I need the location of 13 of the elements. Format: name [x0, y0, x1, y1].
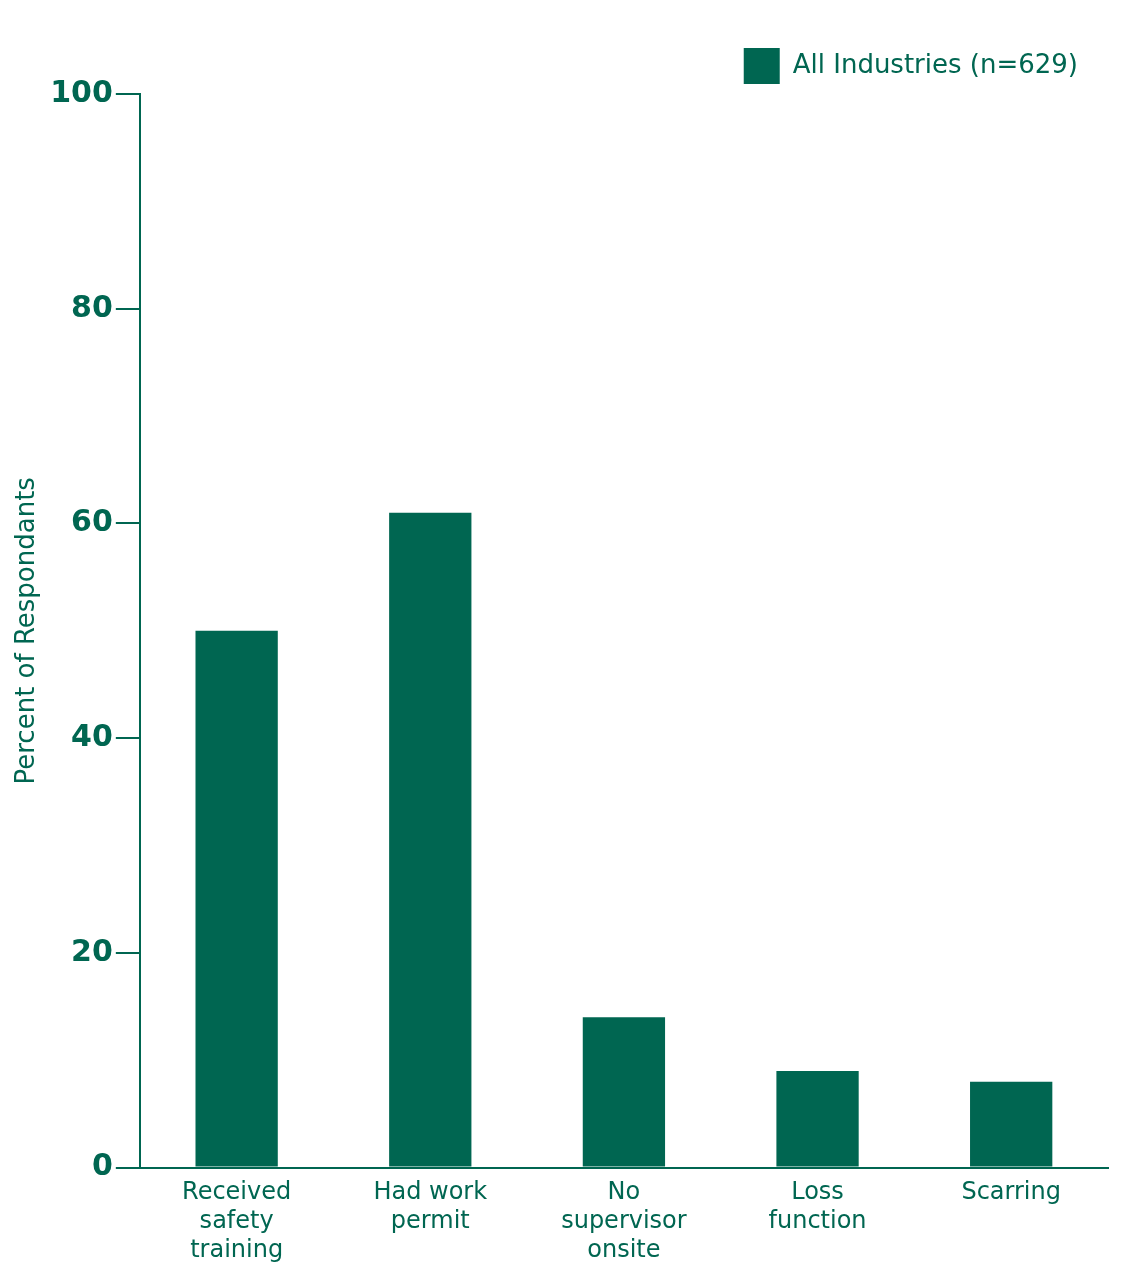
y-tick-label: 100: [50, 73, 113, 109]
x-tick-label: Scarring: [961, 1177, 1061, 1206]
x-tick-label: No supervisor onsite: [561, 1177, 687, 1263]
x-tick-label: Loss function: [768, 1177, 867, 1235]
x-tick-label: Had work permit: [373, 1177, 488, 1235]
x-tick-label: Received safety training: [182, 1177, 292, 1263]
y-tick-label: 0: [91, 1147, 113, 1183]
y-tick-label: 20: [71, 932, 113, 968]
y-tick-label: 40: [71, 717, 113, 753]
y-axis-title: Percent of Respondants: [10, 477, 41, 785]
y-tick-label: 60: [71, 503, 113, 539]
y-tick-label: 80: [71, 288, 113, 324]
legend-label: All Industries (n=629): [792, 48, 1078, 79]
